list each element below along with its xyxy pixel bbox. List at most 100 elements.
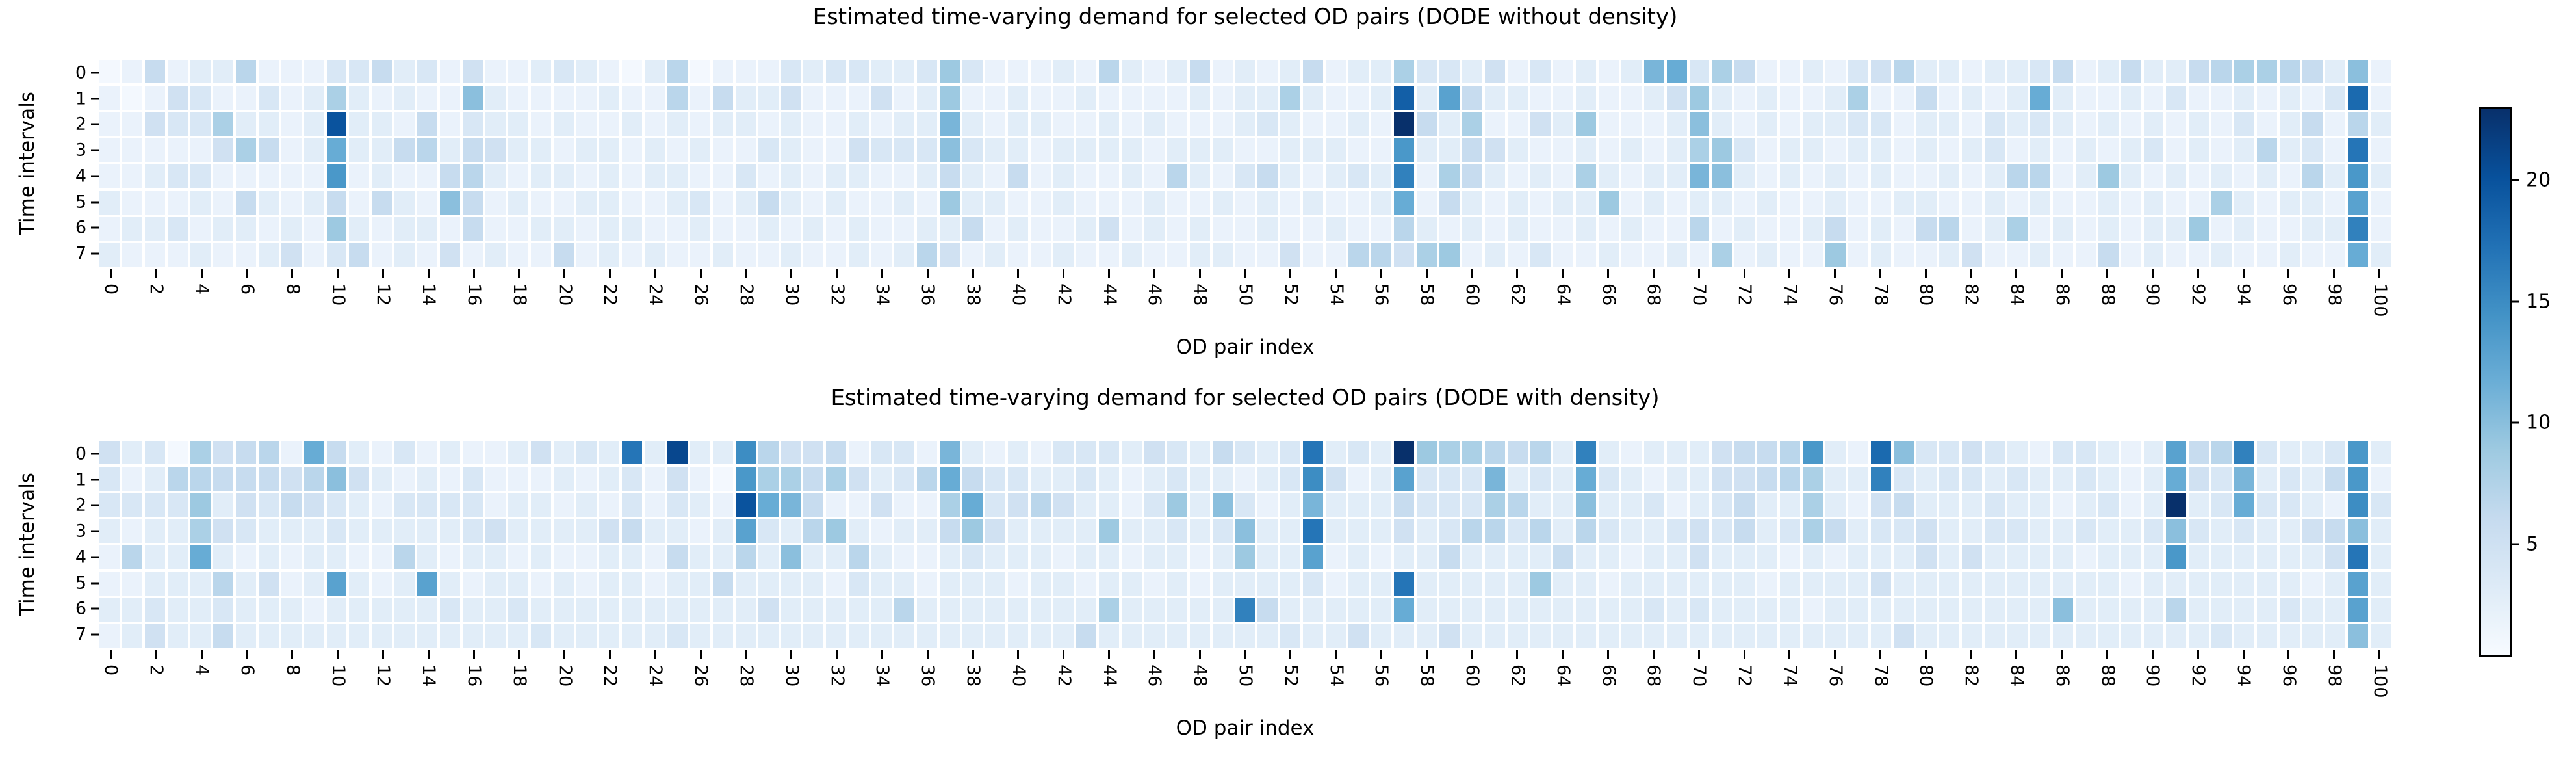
heatmap-cell: [962, 467, 983, 491]
heatmap-cell: [1666, 138, 1687, 162]
heatmap-cell: [2052, 86, 2073, 110]
heatmap-cell: [1871, 624, 1892, 648]
heatmap-cell: [326, 217, 347, 241]
heatmap-cell: [1257, 60, 1278, 84]
heatmap-cell: [826, 467, 847, 491]
x-tick-label: 4: [192, 664, 213, 676]
heatmap-cell: [1075, 217, 1096, 241]
heatmap-cell: [303, 467, 324, 491]
heatmap-cell: [2302, 60, 2323, 84]
heatmap-cell: [258, 112, 279, 136]
heatmap-cell: [326, 467, 347, 491]
heatmap-cell: [144, 86, 165, 110]
heatmap-cell: [190, 441, 211, 465]
heatmap-cell: [1621, 138, 1642, 162]
heatmap-cell: [1075, 624, 1096, 648]
heatmap-cell: [2075, 138, 2096, 162]
heatmap-cell: [2234, 519, 2255, 543]
heatmap-cell: [2257, 190, 2278, 215]
heatmap-cell: [1666, 190, 1687, 215]
heatmap-cell: [599, 138, 619, 162]
heatmap-cell: [1280, 467, 1301, 491]
heatmap-cell: [1961, 467, 1982, 491]
heatmap-cell: [1871, 164, 1892, 189]
heatmap-cell: [2257, 467, 2278, 491]
heatmap-cell: [1689, 624, 1710, 648]
heatmap-cell: [1166, 493, 1187, 517]
heatmap-cell: [1825, 164, 1846, 189]
heatmap-cell: [871, 467, 892, 491]
heatmap-cell: [1417, 519, 1437, 543]
heatmap-cell: [258, 624, 279, 648]
heatmap-cell: [1053, 624, 1074, 648]
x-tick-label: 84: [2006, 283, 2027, 306]
heatmap-cell: [689, 441, 710, 465]
heatmap-cell: [326, 86, 347, 110]
heatmap-cell: [1871, 190, 1892, 215]
x-tick-label: 42: [1053, 664, 1074, 687]
heatmap-cell: [2280, 441, 2300, 465]
heatmap-cell: [758, 86, 779, 110]
heatmap-cell: [303, 572, 324, 596]
heatmap-cell: [1938, 138, 1959, 162]
heatmap-cell: [2029, 467, 2050, 491]
heatmap-cell: [1462, 112, 1482, 136]
x-tick-mark: [1425, 650, 1428, 659]
heatmap-cell: [1008, 572, 1028, 596]
heatmap-cell: [2143, 60, 2164, 84]
heatmap-cell: [213, 190, 233, 215]
heatmap-cell: [485, 190, 506, 215]
heatmap-cell: [1053, 190, 1074, 215]
heatmap-cell: [1871, 519, 1892, 543]
heatmap-cell: [985, 164, 1006, 189]
heatmap-cell: [1098, 217, 1119, 241]
heatmap-cell: [1484, 243, 1505, 267]
heatmap-cell: [1780, 519, 1801, 543]
x-tick-label: 18: [509, 283, 530, 306]
heatmap-cell: [826, 572, 847, 596]
heatmap-cell: [780, 138, 801, 162]
heatmap-cell: [1734, 545, 1755, 570]
heatmap-cell: [644, 624, 665, 648]
heatmap-cell: [1575, 60, 1596, 84]
heatmap-cell: [2029, 624, 2050, 648]
heatmap-cell: [1552, 112, 1573, 136]
heatmap-cell: [2325, 138, 2346, 162]
x-tick-mark: [381, 269, 384, 278]
heatmap-cell: [99, 60, 120, 84]
heatmap-cell: [122, 60, 142, 84]
heatmap-cell: [2166, 519, 2187, 543]
heatmap-cell: [531, 519, 551, 543]
heatmap-cell: [349, 86, 370, 110]
heatmap-cell: [1166, 190, 1187, 215]
heatmap-cell: [1348, 243, 1369, 267]
heatmap-cell: [99, 86, 120, 110]
heatmap-cell: [1871, 60, 1892, 84]
heatmap-cell: [2007, 217, 2028, 241]
heatmap-cell: [1666, 624, 1687, 648]
heatmap-cell: [1916, 572, 1937, 596]
heatmap-cell: [1008, 493, 1028, 517]
heatmap-cell: [1643, 138, 1664, 162]
heatmap-cell: [1462, 243, 1482, 267]
heatmap-cell: [1780, 164, 1801, 189]
heatmap-cell: [1825, 190, 1846, 215]
heatmap-cell: [1394, 598, 1415, 622]
heatmap-cell: [1916, 86, 1937, 110]
heatmap-cell: [1689, 243, 1710, 267]
heatmap-cell: [1780, 243, 1801, 267]
x-tick-label: 70: [1689, 664, 1710, 687]
heatmap-cell: [826, 441, 847, 465]
heatmap-cell: [1030, 190, 1051, 215]
heatmap-cell: [2029, 190, 2050, 215]
heatmap-cell: [1348, 598, 1369, 622]
heatmap-cell: [1394, 493, 1415, 517]
heatmap-cell: [2166, 624, 2187, 648]
heatmap-cell: [2348, 624, 2369, 648]
heatmap-cell: [917, 243, 938, 267]
heatmap-cell: [826, 190, 847, 215]
heatmap-cell: [712, 624, 733, 648]
heatmap-cell: [712, 467, 733, 491]
heatmap-cell: [2143, 86, 2164, 110]
heatmap-cell: [1166, 624, 1187, 648]
